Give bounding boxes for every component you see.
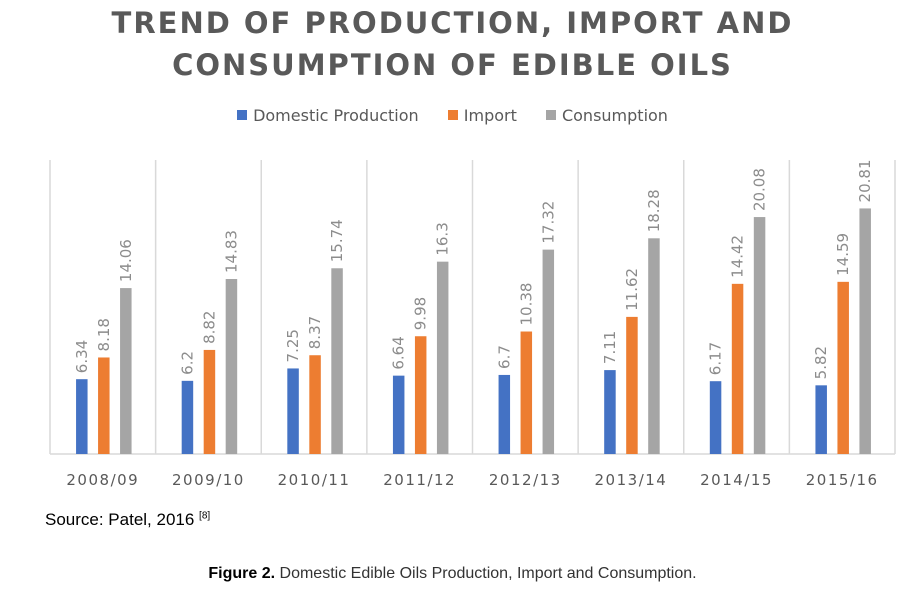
figure-caption: Figure 2. Domestic Edible Oils Productio…	[0, 565, 905, 583]
chart-title-line-1: TREND OF PRODUCTION, IMPORT AND	[111, 6, 794, 40]
bar-import	[203, 349, 216, 454]
data-label-consumption: 20.08	[751, 168, 769, 211]
data-label-consumption: 14.06	[117, 239, 135, 282]
data-label-domestic-production: 7.25	[284, 329, 302, 362]
data-label-domestic-production: 6.17	[707, 342, 725, 375]
bar-consumption	[331, 268, 343, 454]
legend: Domestic Production Import Consumption	[0, 105, 905, 125]
x-tick-label: 2010/11	[278, 471, 351, 489]
x-tick-label: 2009/10	[172, 471, 245, 489]
data-label-import: 14.59	[834, 233, 852, 276]
data-label-import: 11.62	[623, 268, 641, 311]
bar-import	[626, 316, 638, 454]
x-tick-label: 2014/15	[700, 471, 773, 489]
legend-swatch-domestic-production	[237, 110, 248, 120]
data-label-domestic-production: 6.2	[178, 351, 196, 375]
x-tick-label: 2015/16	[806, 471, 879, 489]
data-label-consumption: 14.83	[222, 230, 240, 273]
data-label-import: 8.18	[95, 318, 113, 351]
data-label-domestic-production: 6.7	[495, 345, 513, 369]
bar-consumption	[753, 217, 766, 454]
plot-area: 6.348.18 14.06 2008/09 6.28.82 14.83 2009/10 7…	[49, 159, 896, 489]
bar-consumption	[542, 249, 555, 454]
bar-consumption	[436, 261, 449, 454]
chart-title-line-2: CONSUMPTION OF EDIBLE OILS	[172, 48, 733, 82]
bar-import	[731, 283, 744, 454]
data-label-import: 8.82	[200, 311, 218, 344]
legend-item-domestic-production: Domestic Production	[237, 106, 419, 125]
bar-domestic-production	[287, 368, 299, 454]
data-label-consumption: 18.28	[645, 189, 663, 232]
bar-domestic-production	[76, 379, 88, 454]
legend-item-import: Import	[447, 105, 517, 125]
bar-consumption	[120, 288, 132, 454]
bar-domestic-production	[498, 374, 511, 454]
data-label-consumption: 20.81	[856, 159, 874, 202]
bar-import	[414, 336, 427, 454]
x-tick-label: 2011/12	[383, 471, 456, 489]
bar-domestic-production	[709, 381, 722, 454]
figure-label: Figure 2.	[208, 565, 276, 582]
source-reference: [8]	[199, 510, 211, 522]
source-note: Source: Patel, 2016 [8]	[45, 510, 210, 530]
legend-label: Import	[463, 105, 517, 125]
bar-import	[837, 281, 849, 454]
data-label-import: 8.37	[306, 316, 324, 349]
data-label-domestic-production: 6.34	[73, 340, 91, 373]
data-label-import: 9.98	[412, 297, 430, 330]
bar-domestic-production	[181, 380, 194, 454]
bar-domestic-production	[815, 385, 827, 454]
x-tick-label: 2012/13	[489, 471, 562, 489]
data-label-domestic-production: 7.11	[601, 331, 619, 364]
bar-consumption	[859, 208, 871, 454]
legend-swatch-import	[447, 110, 458, 120]
bar-consumption	[648, 238, 660, 454]
legend-label: Consumption	[561, 105, 668, 125]
x-tick-label: 2013/14	[595, 471, 668, 489]
legend-swatch-consumption	[545, 110, 556, 120]
data-label-consumption: 17.32	[539, 201, 557, 244]
data-label-import: 10.38	[517, 283, 535, 326]
data-label-consumption: 16.3	[434, 222, 452, 255]
legend-item-consumption: Consumption	[545, 105, 668, 125]
data-label-consumption: 15.74	[328, 219, 346, 262]
bar-domestic-production	[604, 370, 616, 454]
chart-title: TREND OF PRODUCTION, IMPORT AND CONSUMPT…	[0, 2, 905, 86]
data-label-domestic-production: 6.64	[390, 336, 408, 369]
data-label-import: 14.42	[729, 235, 747, 278]
figure-caption-text: Domestic Edible Oils Production, Import …	[275, 565, 697, 582]
bar-import	[309, 355, 321, 454]
bar-domestic-production	[392, 375, 405, 454]
legend-label: Domestic Production	[253, 105, 419, 125]
bar-import	[520, 331, 533, 454]
data-label-domestic-production: 5.82	[812, 346, 830, 379]
bar-consumption	[225, 279, 238, 454]
source-text: Source: Patel, 2016	[45, 510, 200, 529]
x-tick-label: 2008/09	[66, 471, 139, 489]
bar-import	[98, 357, 110, 454]
